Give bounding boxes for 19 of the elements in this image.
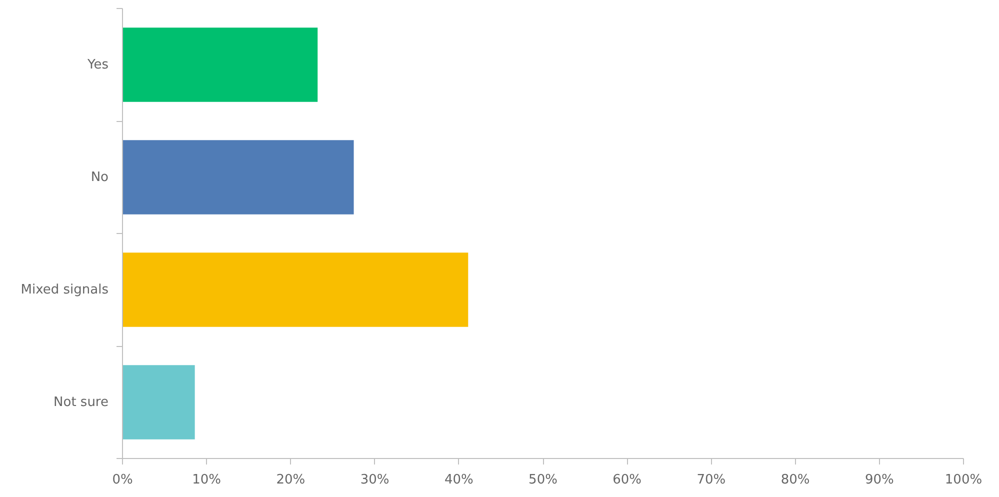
x-tick-label: 80% [780, 472, 810, 488]
x-tick-label: 100% [944, 472, 982, 488]
x-tick-label: 60% [612, 472, 642, 488]
x-tick-label: 10% [192, 472, 222, 488]
bar [122, 365, 195, 440]
bar [122, 28, 318, 102]
x-tick-label: 90% [864, 472, 894, 488]
y-tick-label: Yes [86, 57, 109, 72]
y-tick-label: Not sure [54, 394, 109, 410]
y-tick-label: Mixed signals [20, 282, 109, 298]
bar [122, 252, 468, 327]
x-tick-label: 40% [444, 472, 474, 488]
x-tick-label: 30% [360, 472, 390, 488]
x-tick-label: 50% [528, 472, 558, 488]
bar [122, 140, 354, 214]
x-tick-label: 0% [112, 472, 133, 488]
x-tick-label: 20% [276, 472, 306, 488]
y-tick-label: No [90, 170, 109, 185]
x-tick-label: 70% [696, 472, 726, 488]
